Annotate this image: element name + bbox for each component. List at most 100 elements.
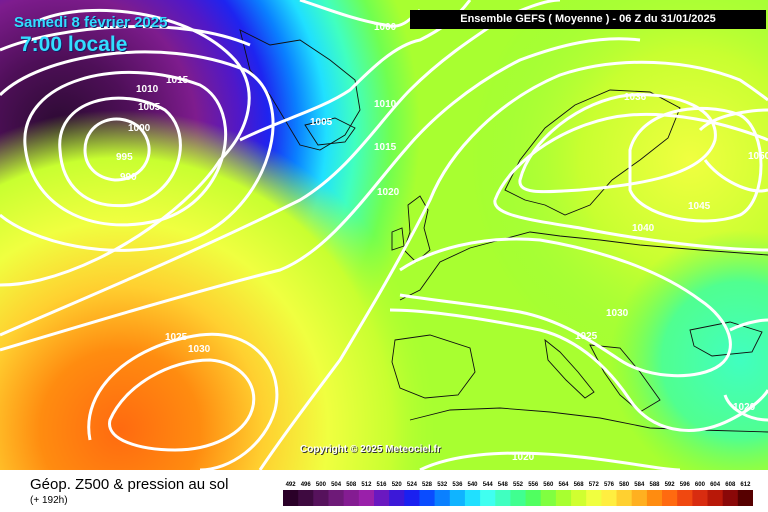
- balkans-coast: [589, 344, 661, 413]
- italy-coast: [544, 338, 595, 399]
- scandinavia-coast: [504, 89, 681, 216]
- legend-swatch: [343, 490, 360, 506]
- legend-tick-label: 604: [710, 482, 721, 488]
- legend-swatch: [555, 490, 572, 506]
- legend-tick-label: 540: [467, 482, 478, 488]
- legend-tick-label: 500: [316, 482, 327, 488]
- legend-swatch: [480, 490, 496, 506]
- legend-tick-label: 580: [619, 482, 630, 488]
- black-sea-coast: [689, 321, 763, 357]
- legend-tick-label: 592: [665, 482, 676, 488]
- isobar-1030-high: [108, 358, 256, 452]
- legend-swatch: [298, 490, 314, 506]
- legend-tick-label: 520: [392, 482, 403, 488]
- isobar-label: 1045: [688, 201, 711, 212]
- isobar-label: 990: [120, 172, 137, 183]
- isobar-label: 1000: [128, 123, 151, 134]
- legend-tick-label: 560: [543, 482, 554, 488]
- isobar-label: 1020: [733, 402, 756, 413]
- legend-swatch: [540, 490, 557, 506]
- legend-swatch: [434, 490, 451, 506]
- legend-tick-label: 504: [331, 482, 342, 488]
- legend-tick-label: 584: [634, 482, 645, 488]
- isobar-1005-low: [0, 50, 275, 252]
- copyright: Copyright © 2025 Meteociel.fr: [300, 444, 441, 455]
- legend-swatch: [692, 490, 709, 506]
- isobar-label: 1010: [374, 99, 397, 110]
- isobar-label: 1030: [188, 344, 211, 355]
- legend-swatch: [707, 490, 724, 506]
- legend-tick-label: 576: [604, 482, 615, 488]
- forecast-map: 1000 1015 1010 1005 1000 995 990 1005 10…: [0, 0, 768, 470]
- legend-tick-label: 552: [513, 482, 524, 488]
- legend-tick-label: 524: [407, 482, 418, 488]
- legend-swatch: [358, 490, 375, 506]
- legend-swatch: [631, 490, 648, 506]
- isobar-label: 1010: [136, 84, 159, 95]
- forecast-date: Samedi 8 février 2025: [14, 14, 168, 31]
- legend-tick-label: 572: [589, 482, 600, 488]
- isobars: [0, 0, 768, 470]
- legend-swatch: [601, 490, 618, 506]
- legend-swatch: [495, 490, 511, 506]
- color-scale-legend: 492 496 500 504 508 512 516 520 524 528 532 536 540 5…: [283, 482, 753, 506]
- legend-swatch: [283, 490, 299, 506]
- legend-tick-label: 544: [483, 482, 494, 488]
- legend-swatch: [510, 490, 527, 506]
- legend-swatch: [389, 490, 405, 506]
- isobar-label: 1015: [374, 142, 397, 153]
- legend-tick-label: 496: [301, 482, 312, 488]
- isobar-labels: 1000 1015 1010 1005 1000 995 990 1005 10…: [116, 22, 768, 463]
- isobar-label: 1025: [165, 332, 188, 343]
- isobar-1020: [258, 60, 768, 470]
- legend-tick-label: 556: [528, 482, 539, 488]
- legend-tick-label: 528: [422, 482, 433, 488]
- legend-swatch: [313, 490, 329, 506]
- legend-tick-label: 536: [452, 482, 463, 488]
- iceland-coast: [304, 117, 356, 146]
- isobar-label: 1020: [377, 187, 400, 198]
- isobar-1020-south: [419, 451, 681, 470]
- parameter-title: Géop. Z500 & pression au sol: [30, 476, 229, 493]
- isobar-label: 1050: [748, 151, 768, 162]
- isobar-label: 1020: [512, 452, 535, 463]
- legend-swatch: [464, 490, 481, 506]
- legend-tick-label: 512: [361, 482, 372, 488]
- isobar-label: 1000: [374, 22, 397, 33]
- isobar-1040: [493, 112, 768, 252]
- isobar-label: 1005: [138, 102, 161, 113]
- isobar-990: [83, 117, 151, 182]
- isobar-1045: [628, 106, 763, 223]
- legend-tick-label: 516: [376, 482, 387, 488]
- legend-swatch: [449, 490, 466, 506]
- legend-swatch: [722, 490, 739, 506]
- legend-swatch: [571, 490, 587, 506]
- legend-tick-label: 568: [574, 482, 585, 488]
- isobar-label: 1015: [166, 75, 189, 86]
- legend-tick-label: 564: [558, 482, 569, 488]
- isobar-1000-north: [299, 0, 422, 28]
- legend-tick-label: 532: [437, 482, 448, 488]
- legend-swatch: [662, 490, 678, 506]
- legend-swatch: [737, 490, 753, 506]
- legend-swatch: [404, 490, 420, 506]
- isobar-1015-low: [0, 8, 251, 287]
- legend-tick-label: 608: [725, 482, 736, 488]
- legend-swatch: [525, 490, 542, 506]
- isobar-label: 1030: [606, 308, 629, 319]
- isobar-label: 1025: [575, 331, 598, 342]
- legend-tick-label: 548: [498, 482, 509, 488]
- isobar-label: 1005: [310, 117, 333, 128]
- isobar-1010-low: [0, 25, 251, 52]
- isobar-1020-east: [723, 318, 768, 422]
- legend-swatch: [616, 490, 633, 506]
- legend-tick-label: 492: [286, 482, 297, 488]
- isobar-1000-inner: [23, 71, 228, 227]
- iberia-coast: [391, 334, 476, 399]
- legend-swatch: [328, 490, 345, 506]
- legend-tick-label: 600: [695, 482, 706, 488]
- legend-swatch: [646, 490, 663, 506]
- run-info: Ensemble GEFS ( Moyenne ) - 06 Z du 31/0…: [410, 10, 766, 29]
- isobar-label: 1036: [624, 92, 647, 103]
